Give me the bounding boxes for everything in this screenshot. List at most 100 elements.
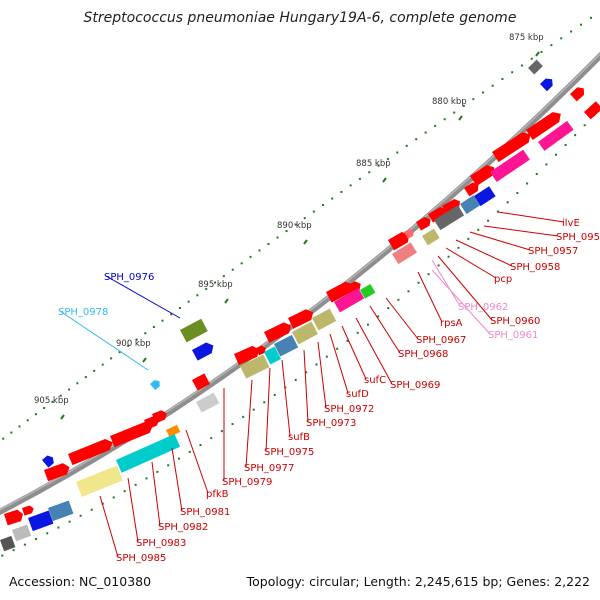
tick-dot bbox=[189, 451, 191, 453]
tick-dot bbox=[178, 458, 180, 460]
tick-dot bbox=[396, 151, 398, 153]
gene-feature bbox=[76, 466, 123, 497]
tick-dot bbox=[531, 58, 533, 60]
kbp-tick bbox=[383, 178, 386, 182]
gene-label[interactable]: SPH_0960 bbox=[490, 316, 540, 327]
gene-label[interactable]: SPH_0968 bbox=[398, 349, 448, 360]
tick-dot bbox=[188, 301, 190, 303]
gene-label[interactable]: rpsA bbox=[440, 318, 463, 329]
gene-label[interactable]: ilvE bbox=[562, 218, 580, 229]
leader-line bbox=[128, 478, 138, 542]
gene-label[interactable]: SPH_0979 bbox=[222, 477, 272, 488]
gene-label[interactable]: pcp bbox=[494, 274, 512, 285]
tick-dot bbox=[263, 401, 265, 403]
tick-dot bbox=[397, 299, 399, 301]
gene-label[interactable]: SPH_0978 bbox=[58, 307, 108, 318]
kbp-label: 885 kbp bbox=[356, 159, 391, 169]
tick-dot bbox=[162, 320, 164, 322]
tick-dot bbox=[19, 425, 21, 427]
tick-dot bbox=[124, 490, 126, 492]
tick-dot bbox=[91, 509, 93, 511]
tick-dot bbox=[457, 247, 459, 249]
gene-label[interactable]: SPH_0985 bbox=[116, 553, 166, 564]
tick-dot bbox=[10, 432, 12, 434]
leader-line bbox=[330, 334, 348, 393]
gene-feature bbox=[28, 510, 53, 531]
tick-dot bbox=[76, 382, 78, 384]
tick-dot bbox=[232, 269, 234, 271]
gene-feature bbox=[150, 378, 162, 390]
tick-dot bbox=[418, 282, 420, 284]
tick-dot bbox=[580, 24, 582, 26]
gene-label[interactable]: SPH_0961 bbox=[488, 330, 538, 341]
leader-line bbox=[370, 306, 400, 353]
tick-dot bbox=[560, 37, 562, 39]
gene-label[interactable]: SPH_0956 bbox=[556, 232, 600, 243]
tick-dot bbox=[331, 198, 333, 200]
tick-dot bbox=[536, 173, 538, 175]
gene-label[interactable]: SPH_0983 bbox=[136, 538, 186, 549]
gene-label[interactable]: SPH_0969 bbox=[390, 380, 440, 391]
tick-dot bbox=[516, 192, 518, 194]
leader-line bbox=[432, 260, 460, 306]
tick-dot bbox=[135, 484, 137, 486]
gene-label[interactable]: SPH_0977 bbox=[244, 463, 294, 474]
genome-map: 875 kbp880 kbp885 kbp890 kbp895 kbp900 k… bbox=[0, 0, 600, 600]
tick-dot bbox=[253, 409, 255, 411]
gene-feature bbox=[584, 101, 600, 119]
gene-label[interactable]: SPH_0958 bbox=[510, 262, 560, 273]
gene-label[interactable]: SPH_0982 bbox=[158, 522, 208, 533]
tick-dot bbox=[295, 379, 297, 381]
kbp-label: 890 kbp bbox=[277, 221, 312, 231]
leader-line bbox=[172, 448, 182, 511]
gene-label[interactable]: sufD bbox=[346, 389, 369, 400]
leader-line bbox=[456, 240, 512, 266]
tick-dot bbox=[368, 171, 370, 173]
tick-dot bbox=[367, 324, 369, 326]
leader-line bbox=[342, 326, 366, 379]
gene-feature bbox=[528, 60, 543, 75]
tick-dot bbox=[179, 307, 181, 309]
inner-tick-marks bbox=[61, 52, 539, 419]
gene-feature bbox=[48, 500, 73, 521]
kbp-tick bbox=[143, 358, 146, 362]
gene-label[interactable]: SPH_0976 bbox=[104, 272, 154, 283]
tick-dot bbox=[232, 423, 234, 425]
gene-label[interactable]: SPH_0972 bbox=[324, 404, 374, 415]
label-leader-lines bbox=[60, 212, 564, 557]
tick-dot bbox=[472, 98, 474, 100]
tick-dot bbox=[326, 356, 328, 358]
tick-dot bbox=[501, 78, 503, 80]
gene-feature bbox=[540, 76, 556, 92]
leader-line bbox=[152, 462, 160, 526]
kbp-tick bbox=[304, 240, 307, 244]
tick-dot bbox=[304, 217, 306, 219]
leader-line bbox=[418, 272, 442, 322]
tick-dot bbox=[406, 145, 408, 147]
gene-feature bbox=[192, 340, 216, 360]
tick-dot bbox=[46, 532, 48, 534]
tick-dot bbox=[146, 477, 148, 479]
leader-line bbox=[282, 360, 290, 436]
kbp-label: 905 kbp bbox=[34, 396, 69, 406]
gene-label[interactable]: SPH_0957 bbox=[528, 246, 578, 257]
tick-dot bbox=[277, 237, 279, 239]
kbp-label: 880 kbp bbox=[432, 97, 467, 107]
gene-label[interactable]: SPH_0975 bbox=[264, 447, 314, 458]
tick-dot bbox=[425, 132, 427, 134]
gene-label[interactable]: pfkB bbox=[206, 489, 229, 500]
gene-label[interactable]: SPH_0981 bbox=[180, 507, 230, 518]
gene-label[interactable]: SPH_0967 bbox=[416, 335, 466, 346]
tick-dot bbox=[590, 17, 592, 19]
gene-label[interactable]: SPH_0973 bbox=[306, 418, 356, 429]
tick-dot bbox=[415, 138, 417, 140]
tick-dot bbox=[584, 124, 586, 126]
tick-dot bbox=[545, 163, 547, 165]
tick-dot bbox=[467, 238, 469, 240]
gene-label[interactable]: SPH_0962 bbox=[458, 302, 508, 313]
gene-feature bbox=[22, 505, 35, 516]
gene-label[interactable]: sufB bbox=[288, 432, 310, 443]
gene-label[interactable]: sufC bbox=[364, 375, 386, 386]
tick-dot bbox=[223, 275, 225, 277]
